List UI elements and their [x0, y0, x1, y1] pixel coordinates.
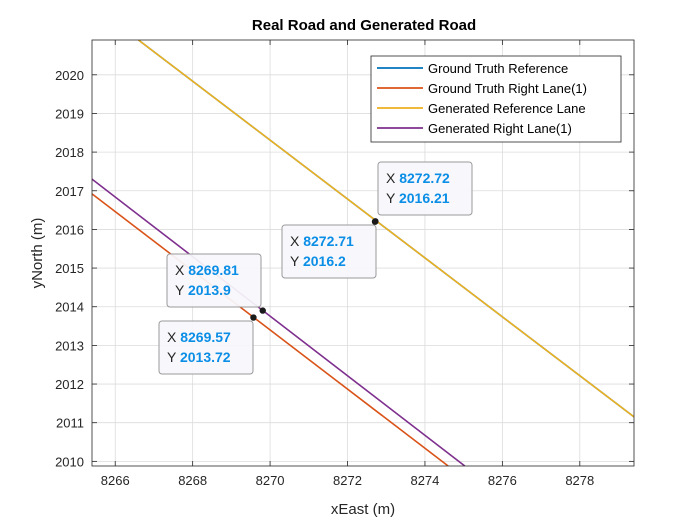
datatip-marker[interactable] [259, 307, 266, 314]
y-tick-label: 2017 [55, 184, 84, 199]
y-axis-label: yNorth (m) [29, 218, 46, 289]
datatip-x-value: 8269.81 [188, 262, 239, 278]
datatip[interactable]: X 8272.71Y 2016.2 [281, 218, 379, 279]
series-line-3 [137, 40, 634, 418]
datatip-y-key: Y [167, 349, 180, 365]
legend: Ground Truth Reference Ground Truth Right… [370, 55, 622, 143]
datatip-box [377, 161, 473, 216]
y-tick-label: 2018 [55, 145, 84, 160]
legend-entry: Generated Reference Lane [428, 101, 586, 116]
datatip-x-row: X 8269.57 [167, 329, 231, 345]
y-tick-label: 2010 [55, 454, 84, 469]
datatip-x-value: 8272.72 [399, 170, 450, 186]
datatip-y-row: Y 2013.72 [167, 349, 231, 365]
datatip-x-row: X 8272.71 [290, 233, 354, 249]
legend-entry: Generated Right Lane(1) [428, 121, 572, 136]
datatip-x-key: X [290, 233, 303, 249]
datatip-x-value: 8272.71 [303, 233, 354, 249]
datatip-x-row: X 8272.72 [386, 170, 450, 186]
y-tick-label: 2012 [55, 377, 84, 392]
x-tick-label: 8270 [256, 473, 285, 488]
x-tick-label: 8268 [178, 473, 207, 488]
datatip-y-key: Y [175, 282, 188, 298]
chart-title: Real Road and Generated Road [252, 17, 476, 34]
datatip-box [158, 320, 254, 375]
datatip-y-value: 2016.21 [399, 190, 450, 206]
datatips: X 8272.72Y 2016.21X 8272.71Y 2016.2X 826… [158, 161, 473, 375]
datatip[interactable]: X 8272.72Y 2016.21 [372, 161, 473, 225]
datatip-marker[interactable] [371, 218, 379, 225]
plot-frame [91, 39, 635, 467]
legend-entry: Ground Truth Right Lane(1) [428, 81, 587, 96]
y-tick-label: 2014 [55, 300, 84, 315]
x-tick-label: 8272 [333, 473, 362, 488]
legend-entry: Ground Truth Reference [428, 61, 568, 76]
datatip[interactable]: X 8269.57Y 2013.72 [158, 314, 257, 375]
x-tick-label: 8276 [488, 473, 517, 488]
datatip-y-row: Y 2016.2 [290, 253, 346, 269]
y-tick-label: 2019 [55, 106, 84, 121]
datatip-y-row: Y 2016.21 [386, 190, 450, 206]
y-tick-label: 2011 [56, 416, 84, 431]
x-tick-label: 8266 [101, 473, 130, 488]
datatip-y-value: 2016.2 [303, 253, 346, 269]
datatip[interactable]: X 8269.81Y 2013.9 [166, 253, 266, 314]
datatip-x-key: X [167, 329, 180, 345]
datatip-box [166, 253, 262, 308]
y-tick-label: 2015 [55, 261, 84, 276]
datatip-x-value: 8269.57 [180, 329, 231, 345]
datatip-marker[interactable] [250, 314, 257, 321]
y-tick-label: 2020 [55, 68, 84, 83]
datatip-y-value: 2013.72 [180, 349, 231, 365]
y-tick-label: 2013 [55, 338, 84, 353]
series-lines [92, 40, 634, 466]
datatip-box [281, 224, 377, 279]
x-tick-label: 8274 [410, 473, 439, 488]
datatip-y-key: Y [290, 253, 303, 269]
series-line-4 [92, 178, 466, 466]
axis-ticks: 8266 8268 8270 8272 8274 8276 8278 2010 2011 2012… [55, 40, 634, 488]
datatip-y-key: Y [386, 190, 399, 206]
datatip-y-value: 2013.9 [188, 282, 231, 298]
series-line-2 [92, 193, 449, 466]
datatip-y-row: Y 2013.9 [175, 282, 231, 298]
y-tick-label: 2016 [55, 222, 84, 237]
datatip-x-row: X 8269.81 [175, 262, 239, 278]
datatip-x-key: X [175, 262, 188, 278]
datatip-x-key: X [386, 170, 399, 186]
x-tick-label: 8278 [565, 473, 594, 488]
x-axis-label: xEast (m) [331, 501, 395, 518]
